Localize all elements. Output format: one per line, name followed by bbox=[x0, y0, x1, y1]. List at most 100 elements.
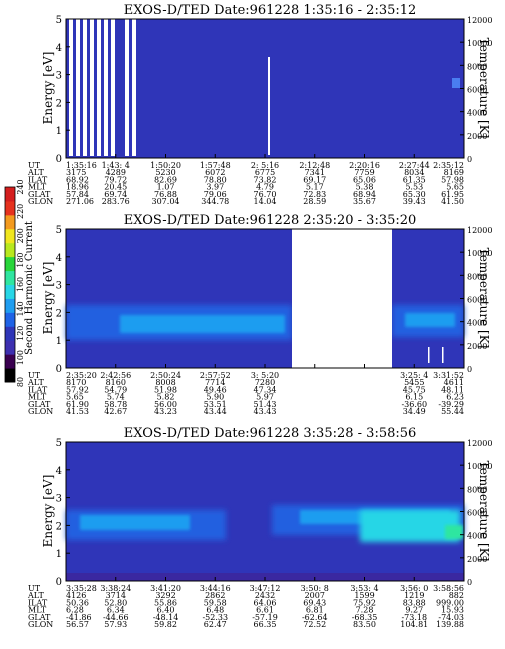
y-right-tick-label: 6000 bbox=[467, 296, 487, 305]
orbit-value: 28.59 bbox=[303, 197, 326, 206]
orbit-value: 307.04 bbox=[152, 197, 180, 206]
orbit-value: 8170 bbox=[66, 378, 86, 387]
orbit-value: 69.43 bbox=[303, 598, 326, 607]
orbit-value: 68.94 bbox=[353, 190, 376, 199]
colorbar-tick-label: 120 bbox=[16, 326, 25, 341]
colorbar-segment bbox=[5, 312, 15, 327]
orbit-value: 3:56: 0 bbox=[400, 584, 428, 593]
orbit-value: 271.06 bbox=[66, 197, 94, 206]
panel-3: EXOS-D/TED Date:961228 3:35:28 - 3:58:56… bbox=[27, 426, 492, 629]
data-gap-stripe bbox=[132, 19, 136, 156]
orbit-value: 72.52 bbox=[303, 620, 326, 629]
orbit-value: 2:50:24 bbox=[150, 371, 181, 380]
orbit-row-label: GLAT bbox=[28, 400, 51, 409]
panel-2-plot-area bbox=[66, 229, 464, 368]
panel-2-axes: 0 1 2 3 4 5 0 2000 4000 6000 8000 10000 12000 bbox=[56, 225, 493, 375]
data-gap-stripe bbox=[442, 347, 444, 363]
y-right-tick-label: 8000 bbox=[467, 272, 487, 281]
orbit-value: 65.06 bbox=[353, 175, 376, 184]
panel-2-orbit-table: UT 2:35:20 2:42:56 2:50:24 2:57:52 3: 5:20 3:2… bbox=[27, 371, 464, 416]
orbit-value: 65.30 bbox=[403, 190, 426, 199]
orbit-value: 104.81 bbox=[400, 620, 428, 629]
panel-1-ylabel-right: Temperature [K] bbox=[477, 38, 491, 139]
temperature-marker bbox=[452, 78, 460, 88]
y-right-tick-label: 0 bbox=[467, 155, 472, 164]
orbit-value: 43.44 bbox=[204, 407, 227, 416]
ion-band-peak bbox=[360, 510, 460, 542]
orbit-value: 1:43: 4 bbox=[102, 161, 130, 170]
colorbar-segment bbox=[5, 326, 15, 341]
orbit-value: 2:57:52 bbox=[200, 371, 231, 380]
orbit-value: 82.69 bbox=[154, 175, 177, 184]
y-right-tick-label: 4000 bbox=[467, 319, 487, 328]
orbit-value: 9.27 bbox=[405, 606, 423, 615]
orbit-value: 3175 bbox=[66, 168, 86, 177]
panel-1-axes: 0 1 2 3 4 5 0 2000 4000 6000 8000 10000 12000 bbox=[56, 15, 493, 165]
y-tick-label: 3 bbox=[56, 71, 62, 82]
ion-band-inner bbox=[120, 315, 285, 333]
panel-3-axes: 0 1 2 3 4 5 0 2000 4000 6000 8000 10000 12000 bbox=[56, 438, 493, 588]
data-gap-stripe bbox=[90, 19, 94, 156]
orbit-value: -39.29 bbox=[438, 400, 464, 409]
orbit-row-label: GLAT bbox=[28, 190, 51, 199]
data-gap-stripe bbox=[97, 19, 101, 156]
orbit-value: 7280 bbox=[255, 378, 275, 387]
orbit-value: 5.17 bbox=[306, 183, 324, 192]
orbit-row-label: MLT bbox=[28, 183, 47, 192]
orbit-value: 3:44:16 bbox=[200, 584, 231, 593]
orbit-value: 4611 bbox=[444, 378, 464, 387]
orbit-value: 83.50 bbox=[353, 620, 376, 629]
orbit-value: 59.58 bbox=[204, 598, 227, 607]
orbit-value: 4.79 bbox=[256, 183, 274, 192]
orbit-value: 15.93 bbox=[441, 606, 464, 615]
orbit-value: 5.74 bbox=[107, 393, 125, 402]
y-right-tick-label: 8000 bbox=[467, 485, 487, 494]
y-right-tick-label: 8000 bbox=[467, 62, 487, 71]
colorbar: 80 100 120 140 160 180 200 220 240 Second Harmon… bbox=[4, 179, 35, 387]
y-right-tick-label: 4000 bbox=[467, 109, 487, 118]
orbit-value: 57.92 bbox=[66, 385, 89, 394]
data-gap-stripe bbox=[111, 19, 115, 156]
orbit-value: 48.11 bbox=[441, 385, 464, 394]
orbit-value: 4126 bbox=[66, 591, 86, 600]
orbit-value: -62.64 bbox=[302, 613, 328, 622]
colorbar-tick-label: 140 bbox=[16, 301, 25, 316]
y-tick-label: 2 bbox=[56, 521, 62, 532]
orbit-value: 2:20:16 bbox=[349, 161, 380, 170]
orbit-value: 42.67 bbox=[104, 407, 127, 416]
data-gap-stripe bbox=[76, 19, 80, 156]
orbit-row-label: ILAT bbox=[28, 385, 48, 394]
y-right-tick-label: 10000 bbox=[467, 249, 492, 258]
orbit-row-label: UT bbox=[28, 161, 41, 170]
colorbar-segment bbox=[5, 187, 15, 202]
y-tick-label: 1 bbox=[56, 549, 62, 560]
orbit-value: 1.07 bbox=[157, 183, 175, 192]
orbit-value: 6.28 bbox=[66, 606, 84, 615]
colorbar-tick-label: 100 bbox=[16, 350, 25, 365]
panel-3-ylabel-right: Temperature [K] bbox=[477, 461, 491, 562]
y-tick-label: 2 bbox=[56, 308, 62, 319]
orbit-value: 8160 bbox=[106, 378, 126, 387]
colorbar-frame bbox=[4, 186, 16, 383]
orbit-value: 55.86 bbox=[154, 598, 177, 607]
orbit-value: 999.00 bbox=[436, 598, 464, 607]
panel-2-features bbox=[66, 229, 464, 368]
orbit-value: -73.18 bbox=[401, 613, 427, 622]
y-right-tick-label: 6000 bbox=[467, 86, 487, 95]
orbit-value: 2:35:12 bbox=[433, 161, 464, 170]
orbit-row-label: MLT bbox=[28, 606, 47, 615]
orbit-value: 1219 bbox=[404, 591, 424, 600]
y-right-tick-label: 10000 bbox=[467, 462, 492, 471]
orbit-value: 5.97 bbox=[256, 393, 274, 402]
panel-1-ylabel: Energy [eV] bbox=[41, 52, 55, 125]
orbit-value: -36.60 bbox=[401, 400, 427, 409]
y-tick-label: 4 bbox=[56, 466, 62, 477]
orbit-value: 2:35:20 bbox=[66, 371, 97, 380]
orbit-value: 41.50 bbox=[441, 197, 464, 206]
orbit-value: 8169 bbox=[444, 168, 464, 177]
y-right-tick-label: 0 bbox=[467, 578, 472, 587]
colorbar-segment bbox=[5, 228, 15, 244]
orbit-value: 2:12:48 bbox=[299, 161, 330, 170]
panel-1: EXOS-D/TED Date:961228 1:35:16 - 2:35:12… bbox=[27, 3, 492, 206]
